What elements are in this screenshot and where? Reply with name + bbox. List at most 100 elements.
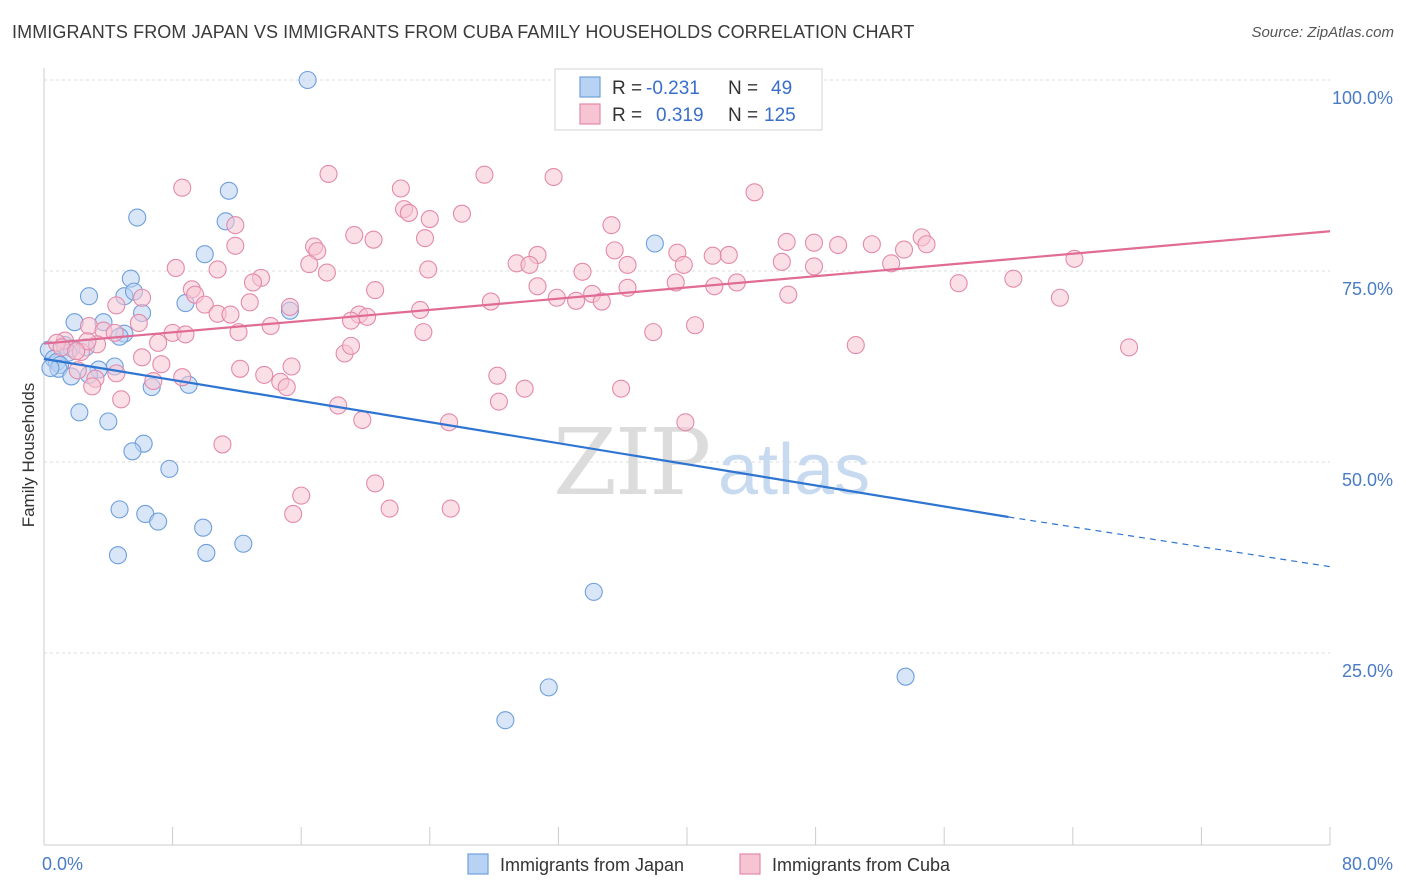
japan-point-40: [149, 512, 168, 531]
cuba-point-116: [676, 413, 695, 432]
legend-label-cuba: Immigrants from Cuba: [772, 855, 951, 875]
y-tick-label-25: 25.0%: [1342, 661, 1393, 681]
legend: Immigrants from Japan Immigrants from Cu…: [467, 853, 951, 875]
japan-point-33: [70, 403, 89, 422]
cuba-point-9: [452, 204, 472, 223]
cuba-point-89: [149, 333, 168, 352]
cuba-point-4: [544, 167, 563, 187]
cuba-point-20: [703, 246, 722, 265]
cuba-point-28: [917, 235, 936, 254]
japan-point-44: [197, 543, 216, 562]
japan-point-42: [234, 534, 253, 553]
cuba-point-29: [573, 262, 592, 281]
cuba-point-57: [481, 292, 500, 311]
cuba-point-122: [284, 504, 303, 524]
cuba-point-26: [894, 240, 914, 259]
japan-point-0: [298, 70, 317, 90]
stats-swatch-japan: [579, 76, 601, 98]
cuba-point-73: [129, 313, 148, 333]
legend-item-japan[interactable]: Immigrants from Japan: [467, 853, 684, 875]
stats-n-value-japan: 49: [771, 78, 792, 99]
japan-trend-extension: [1008, 516, 1331, 568]
cuba-point-0: [173, 178, 192, 197]
japan-point-49: [645, 234, 664, 253]
cuba-point-54: [666, 273, 685, 292]
cuba-point-66: [240, 293, 259, 312]
cuba-point-32: [520, 255, 539, 274]
cuba-point-63: [133, 288, 152, 307]
cuba-point-33: [618, 255, 637, 274]
cuba-point-37: [882, 254, 901, 273]
cuba-point-110: [83, 377, 102, 396]
cuba-point-62: [1050, 288, 1069, 307]
cuba-point-102: [107, 364, 126, 383]
cuba-point-118: [366, 474, 385, 493]
cuba-point-119: [292, 486, 311, 505]
cuba-point-92: [341, 336, 361, 355]
cuba-point-35: [772, 252, 791, 271]
cuba-point-121: [380, 499, 399, 518]
y-tick-label-50: 50.0%: [1342, 470, 1393, 490]
cuba-point-107: [488, 366, 507, 385]
cuba-point-108: [515, 379, 534, 398]
cuba-point-23: [804, 233, 824, 252]
stats-box: R = -0.231 N = 49 R = 0.319 N = 125: [554, 68, 823, 131]
cuba-point-2: [391, 179, 410, 198]
legend-swatch-cuba: [739, 853, 761, 875]
cuba-point-99: [282, 357, 301, 376]
stats-r-value-japan: -0.231: [646, 78, 700, 99]
cuba-point-95: [133, 348, 152, 367]
cuba-point-8: [420, 209, 439, 229]
stats-r-label-japan: R =: [612, 78, 642, 99]
japan-point-3: [128, 208, 147, 227]
y-axis-label: Family Households: [19, 383, 38, 528]
cuba-point-124: [67, 342, 86, 361]
cuba-point-72: [221, 305, 240, 324]
japan-trend-line: [43, 357, 1009, 519]
cuba-point-14: [415, 229, 435, 248]
legend-item-cuba[interactable]: Immigrants from Cuba: [739, 853, 951, 875]
cuba-point-93: [846, 336, 865, 355]
japan-point-45: [584, 582, 603, 601]
cuba-point-106: [277, 378, 296, 397]
legend-swatch-japan: [467, 853, 489, 875]
cuba-point-98: [255, 365, 274, 384]
cuba-point-17: [308, 242, 327, 261]
cuba-point-15: [226, 236, 245, 255]
cuba-trend-line: [43, 230, 1331, 345]
cuba-point-25: [862, 235, 881, 254]
cuba-point-34: [674, 255, 693, 274]
cuba-point-64: [107, 296, 126, 315]
japan-point-26: [41, 358, 60, 378]
japan-point-47: [896, 667, 915, 686]
stats-n-value-cuba: 125: [764, 105, 796, 126]
cuba-point-94: [1120, 338, 1139, 357]
cuba-point-56: [779, 285, 798, 304]
japan-point-37: [160, 459, 179, 478]
cuba-point-79: [414, 323, 433, 342]
japan-point-36: [123, 442, 142, 461]
japan-point-2: [219, 181, 238, 200]
chart-title: IMMIGRANTS FROM JAPAN VS IMMIGRANTS FROM…: [12, 22, 915, 42]
trend-lines: [43, 230, 1331, 568]
stats-n-label-japan: N =: [728, 78, 758, 99]
cuba-point-51: [528, 277, 547, 296]
cuba-point-50: [366, 281, 385, 300]
cuba-point-112: [489, 392, 508, 411]
cuba-point-36: [804, 257, 824, 276]
cuba-point-78: [341, 311, 361, 330]
japan-point-41: [194, 518, 213, 537]
cuba-point-114: [353, 410, 372, 430]
cuba-point-7: [399, 203, 418, 222]
legend-label-japan: Immigrants from Japan: [500, 855, 684, 875]
cuba-point-80: [644, 323, 663, 342]
x-tick-label-max: 80.0%: [1342, 854, 1393, 874]
cuba-points: [47, 164, 1139, 524]
cuba-point-3: [475, 165, 494, 184]
cuba-point-11: [226, 216, 245, 235]
y-tick-label-75: 75.0%: [1342, 279, 1393, 299]
watermark-atlas: atlas: [718, 430, 870, 510]
japan-point-48: [496, 711, 515, 730]
y-tick-label-100: 100.0%: [1332, 88, 1393, 108]
cuba-point-97: [231, 359, 250, 378]
